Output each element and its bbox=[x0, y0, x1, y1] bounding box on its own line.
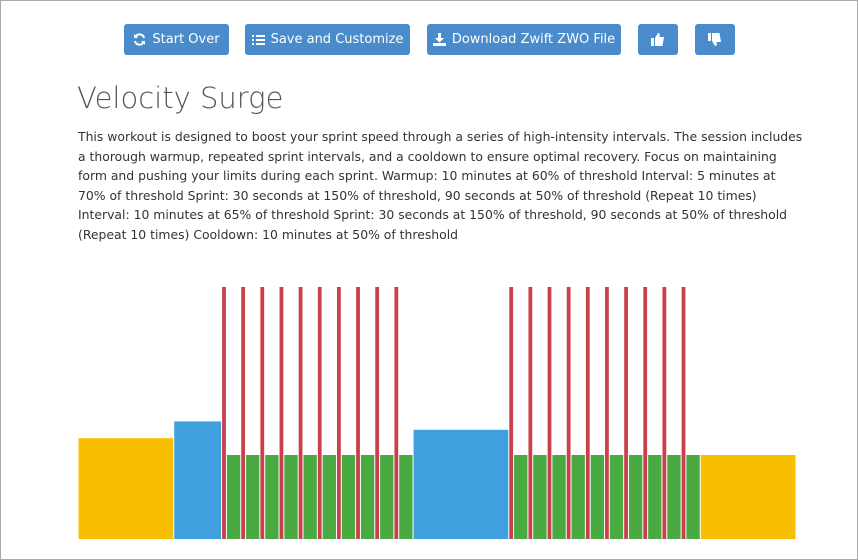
button-label: Download Zwift ZWO File bbox=[451, 32, 616, 47]
workout-segment bbox=[590, 455, 605, 539]
workout-segment bbox=[360, 455, 375, 539]
workout-segment bbox=[681, 287, 686, 539]
workout-segment bbox=[226, 455, 241, 539]
workout-segment bbox=[648, 455, 662, 539]
workout-segment bbox=[222, 287, 226, 539]
workout-segment bbox=[552, 455, 566, 539]
workout-segment bbox=[514, 455, 528, 539]
list-icon bbox=[251, 34, 265, 45]
thumbs-up-button[interactable] bbox=[638, 24, 678, 55]
start-over-button[interactable]: Start Over bbox=[124, 24, 229, 55]
workout-segment bbox=[643, 287, 648, 539]
workout-segment bbox=[284, 455, 298, 539]
workout-segment bbox=[303, 455, 317, 539]
workout-segment bbox=[174, 421, 222, 539]
thumbs-down-button[interactable] bbox=[695, 24, 735, 55]
download-icon bbox=[432, 33, 446, 46]
thumbs-down-icon bbox=[708, 33, 721, 46]
workout-title: Velocity Surge bbox=[77, 81, 284, 115]
workout-segment bbox=[528, 287, 533, 539]
workout-segment bbox=[585, 287, 590, 539]
workout-segment bbox=[509, 287, 514, 539]
workout-segment bbox=[246, 455, 260, 539]
workout-segment bbox=[624, 287, 628, 539]
workout-segment bbox=[605, 287, 609, 539]
workout-segment bbox=[399, 455, 413, 539]
download-button[interactable]: Download Zwift ZWO File bbox=[427, 24, 621, 55]
workout-segment bbox=[341, 455, 356, 539]
workout-segment bbox=[380, 455, 394, 539]
workout-segment bbox=[566, 287, 571, 539]
workout-segment bbox=[413, 429, 509, 539]
workout-segment bbox=[375, 287, 380, 539]
workout-segment bbox=[609, 455, 624, 539]
thumbs-up-icon bbox=[651, 33, 664, 46]
workout-segment bbox=[356, 287, 360, 539]
workout-segment bbox=[667, 455, 681, 539]
workout-segment bbox=[265, 455, 279, 539]
workout-segment bbox=[279, 287, 284, 539]
workout-segment bbox=[298, 287, 303, 539]
workout-segment bbox=[317, 287, 322, 539]
workout-segment bbox=[241, 287, 246, 539]
workout-segment bbox=[662, 287, 667, 539]
workout-segment bbox=[394, 287, 399, 539]
workout-segment bbox=[336, 287, 341, 539]
workout-description: This workout is designed to boost your s… bbox=[78, 129, 803, 242]
refresh-icon bbox=[134, 33, 146, 46]
workout-segment bbox=[686, 455, 700, 539]
workout-segment bbox=[571, 455, 585, 539]
workout-segment bbox=[260, 287, 265, 539]
workout-segment bbox=[700, 455, 796, 539]
workout-segment bbox=[78, 438, 174, 539]
workout-segment bbox=[628, 455, 643, 539]
workout-segment bbox=[547, 287, 552, 539]
save-customize-button[interactable]: Save and Customize bbox=[245, 24, 410, 55]
button-label: Start Over bbox=[152, 32, 220, 47]
workout-segment bbox=[322, 455, 336, 539]
button-label: Save and Customize bbox=[270, 32, 404, 47]
workout-segment bbox=[533, 455, 547, 539]
